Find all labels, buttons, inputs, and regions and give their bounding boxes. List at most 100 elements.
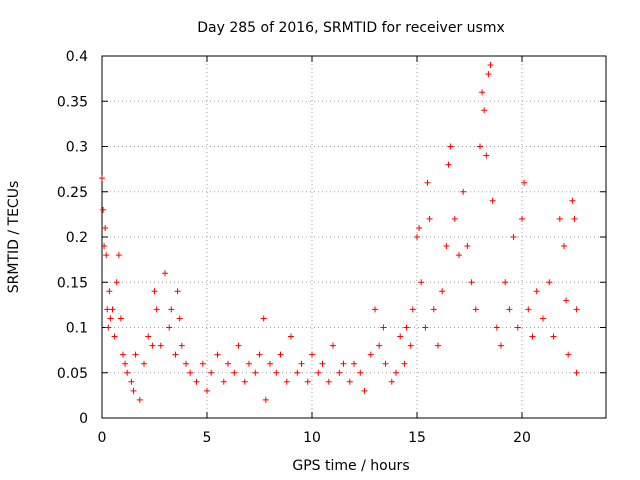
- x-tick-label: 10: [303, 430, 321, 446]
- y-tick-label: 0.2: [66, 230, 88, 246]
- data-point: [204, 387, 210, 394]
- data-point: [483, 152, 490, 159]
- data-point: [498, 342, 504, 349]
- data-point: [283, 378, 290, 385]
- data-point: [288, 333, 294, 340]
- x-tick-labels: 0 5 10 15 20: [98, 430, 531, 446]
- data-point: [477, 143, 483, 150]
- data-point: [149, 342, 156, 349]
- data-point: [304, 378, 311, 385]
- data-point: [330, 342, 336, 349]
- data-point: [273, 369, 280, 376]
- y-tick-label: 0.4: [66, 49, 88, 65]
- data-point: [416, 224, 423, 231]
- data-point: [315, 369, 322, 376]
- data-point: [241, 378, 248, 385]
- data-point: [422, 324, 429, 331]
- data-point: [489, 197, 496, 204]
- data-point: [235, 342, 242, 349]
- data-point: [336, 369, 343, 376]
- data-point: [435, 342, 441, 349]
- data-point: [136, 396, 143, 403]
- data-point: [157, 342, 164, 349]
- data-point: [529, 333, 536, 340]
- data-point: [487, 62, 494, 69]
- y-tick-label: 0.15: [57, 275, 88, 291]
- chart-title: Day 285 of 2016, SRMTID for receiver usm…: [197, 20, 505, 36]
- data-point: [451, 215, 458, 222]
- data-point: [214, 351, 221, 358]
- data-point: [418, 279, 425, 286]
- data-point: [309, 351, 315, 358]
- data-point: [571, 215, 578, 222]
- data-point: [294, 369, 301, 376]
- data-point: [252, 369, 259, 376]
- data-point: [380, 324, 387, 331]
- data-point: [426, 215, 433, 222]
- data-point: [256, 351, 263, 358]
- y-tick-label: 0.3: [66, 140, 88, 156]
- data-point: [193, 378, 200, 385]
- data-point: [325, 378, 332, 385]
- data-point: [101, 243, 108, 250]
- data-point: [388, 378, 395, 385]
- data-point: [510, 234, 517, 240]
- data-point: [468, 279, 475, 286]
- data-point: [443, 243, 450, 250]
- data-point: [124, 369, 131, 376]
- data-points: [99, 62, 580, 403]
- data-point: [376, 342, 383, 349]
- data-point: [183, 360, 189, 367]
- data-point: [367, 351, 374, 358]
- data-point: [105, 324, 112, 331]
- data-point: [102, 224, 109, 231]
- data-point: [525, 306, 532, 313]
- data-point: [565, 351, 572, 358]
- data-point: [521, 179, 528, 186]
- data-point: [267, 360, 273, 367]
- data-point: [546, 279, 553, 286]
- data-point: [231, 369, 238, 376]
- data-point: [506, 306, 513, 313]
- y-tick-labels: 0 0.05 0.1 0.15 0.2 0.25 0.3 0.35 0.4: [57, 49, 88, 427]
- data-point: [569, 197, 576, 204]
- x-tick-label: 0: [98, 430, 107, 446]
- data-point: [109, 306, 116, 313]
- data-point: [493, 324, 500, 331]
- data-point: [456, 252, 462, 259]
- data-point: [153, 306, 160, 313]
- data-point: [430, 306, 437, 313]
- data-point: [168, 306, 175, 313]
- data-point: [561, 243, 567, 250]
- data-point: [464, 243, 471, 250]
- data-point: [262, 396, 269, 403]
- y-tick-label: 0.1: [66, 321, 88, 337]
- data-point: [298, 360, 305, 367]
- data-point: [225, 360, 231, 367]
- data-point: [100, 206, 107, 213]
- y-tick-label: 0.35: [57, 94, 88, 110]
- data-point: [403, 324, 410, 331]
- data-point: [178, 342, 185, 349]
- data-point: [445, 161, 452, 168]
- data-point: [117, 315, 124, 322]
- data-point: [145, 333, 152, 340]
- data-point: [162, 270, 168, 277]
- data-point: [460, 188, 467, 195]
- data-point: [246, 360, 252, 367]
- data-point: [340, 360, 347, 367]
- data-point: [99, 175, 105, 182]
- data-point: [533, 288, 540, 295]
- x-tick-label: 5: [203, 430, 212, 446]
- data-point: [409, 306, 416, 313]
- data-point: [107, 315, 114, 322]
- data-point: [361, 387, 368, 394]
- data-point: [485, 71, 492, 78]
- x-axis-title: GPS time / hours: [292, 458, 409, 474]
- axis-ticks: [101, 55, 606, 419]
- data-point: [132, 351, 139, 358]
- data-point: [260, 315, 267, 322]
- data-point: [393, 369, 399, 376]
- data-point: [573, 369, 580, 376]
